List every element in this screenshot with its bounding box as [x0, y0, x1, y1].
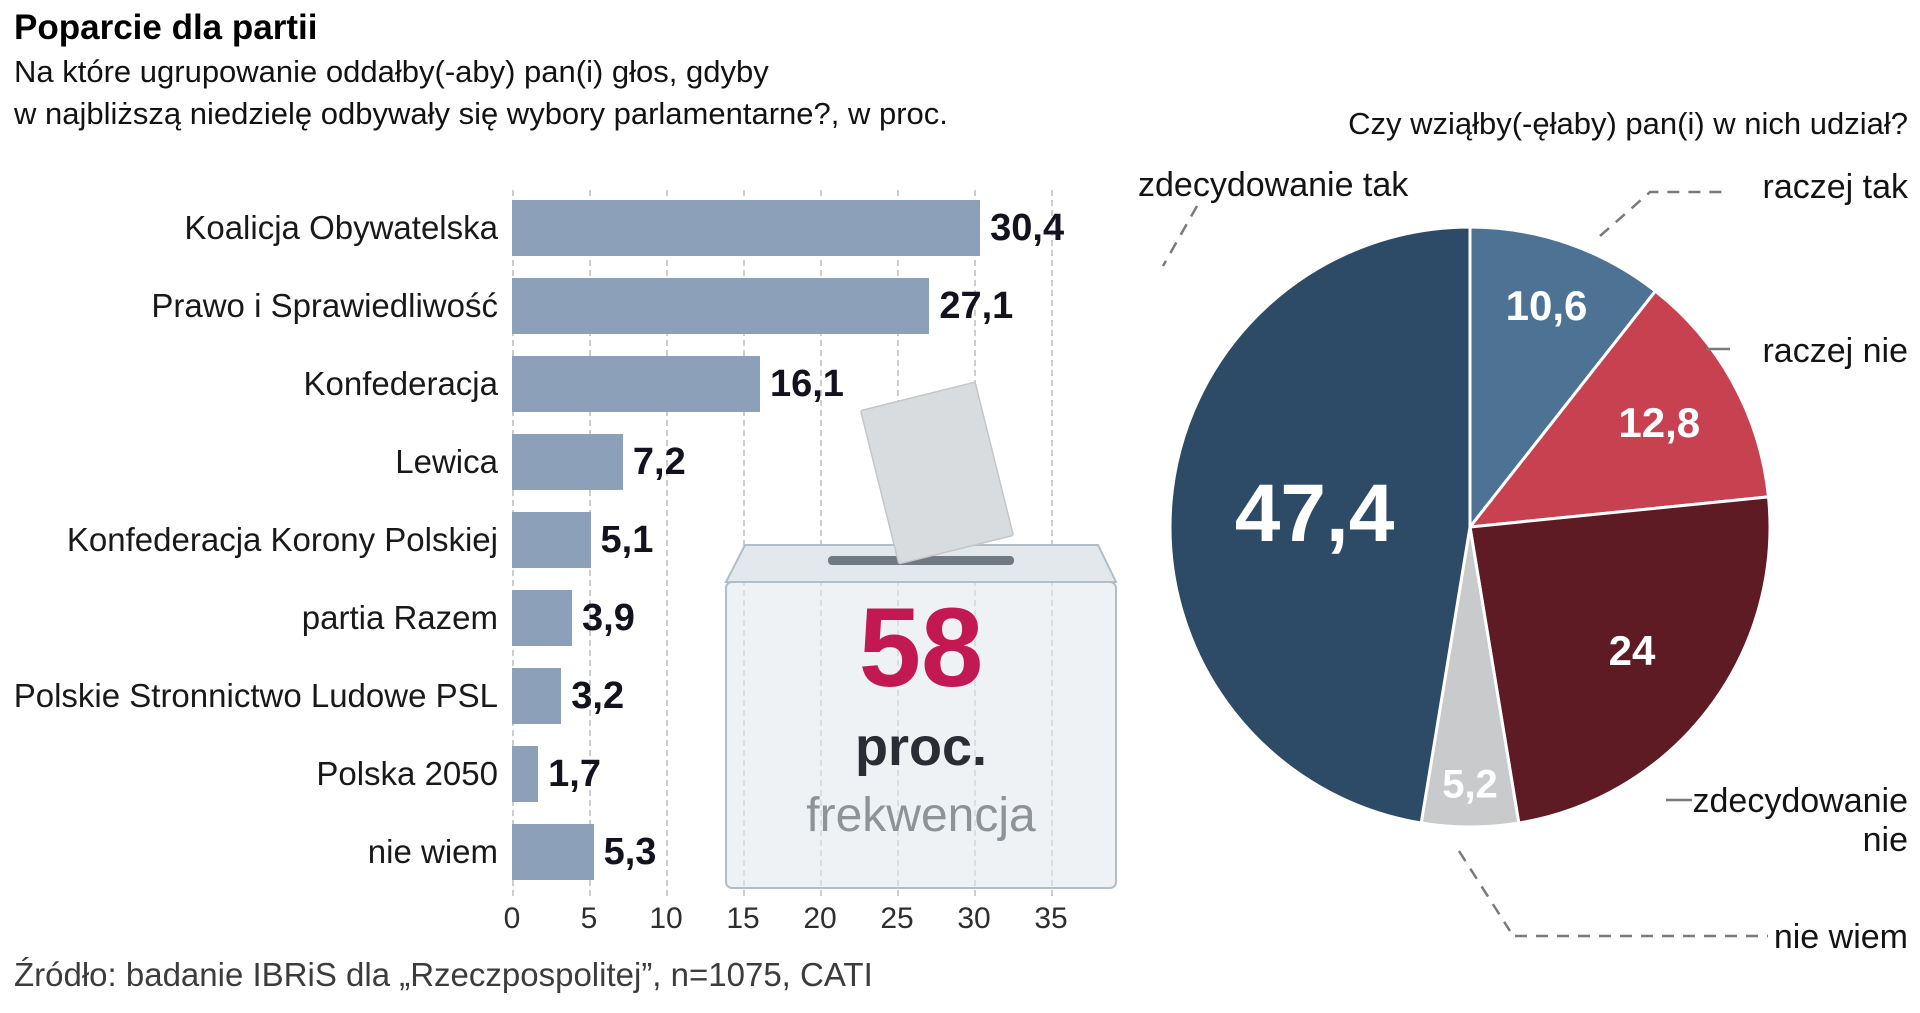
bar-7	[512, 746, 539, 802]
bar-8	[512, 824, 594, 880]
bar-value-label: 7,2	[632, 441, 686, 483]
bar-4	[512, 512, 591, 568]
bar-value-label: 30,4	[990, 207, 1065, 249]
bar-category-label: Lewica	[395, 443, 498, 480]
callout-zdecydowanie-tak: zdecydowanie tak	[1138, 166, 1409, 204]
callout-zdecydowanie-nie: zdecydowanie nie	[1693, 782, 1908, 860]
callout-zdecydowanie-nie-line2: nie	[1862, 821, 1908, 859]
bar-category-label: Prawo i Sprawiedliwość	[151, 287, 498, 324]
bar-category-label: Polskie Stronnictwo Ludowe PSL	[13, 677, 498, 714]
pie-value-label: 12,8	[1618, 398, 1701, 446]
ballot-paper	[860, 381, 1014, 565]
x-axis-tick: 10	[649, 902, 683, 935]
bar-value-label: 1,7	[548, 753, 601, 795]
x-axis-tick: 20	[803, 902, 837, 935]
x-axis-tick: 0	[503, 902, 521, 935]
bar-3	[512, 434, 623, 490]
callout-raczej-nie: raczej nie	[1762, 332, 1908, 370]
bar-category-label: partia Razem	[301, 599, 498, 636]
bar-5	[512, 590, 573, 646]
gridline-x-20	[820, 190, 822, 896]
pie-value-label: 24	[1608, 627, 1656, 675]
page-title: Poparcie dla partii	[14, 8, 318, 47]
callout-nie-wiem: nie wiem	[1773, 918, 1908, 956]
gridline-x-35	[1051, 190, 1053, 896]
x-axis-tick: 35	[1034, 902, 1068, 935]
bar-6	[512, 668, 562, 724]
x-axis-tick: 5	[580, 902, 598, 935]
gridline-x-15	[743, 190, 745, 896]
subtitle-line-1: Na które ugrupowanie oddałby(-aby) pan(i…	[14, 54, 769, 89]
source-note: Źródło: badanie IBRiS dla „Rzeczpospolit…	[14, 956, 873, 993]
pie-value-label: 10,6	[1505, 281, 1588, 329]
bar-value-label: 5,3	[603, 831, 657, 873]
pie-slice-raczej-tak	[1468, 225, 1657, 529]
bar-category-label: Koalicja Obywatelska	[184, 209, 498, 246]
callout-raczej-tak: raczej tak	[1762, 168, 1909, 206]
gridline-x-10	[666, 190, 668, 896]
x-axis-tick: 25	[880, 902, 914, 935]
turnout-unit: proc.	[854, 717, 988, 777]
bar-value-label: 27,1	[939, 285, 1014, 327]
pie-value-label: 5,2	[1442, 762, 1498, 807]
bar-1	[512, 278, 930, 334]
leader-line-nie-wiem-diagonal	[1457, 850, 1512, 932]
ballot-box-top-face	[724, 544, 1118, 583]
pie-value-label: 47,4	[1234, 468, 1395, 560]
turnout-value: 58	[858, 585, 984, 710]
bar-value-label: 16,1	[769, 363, 844, 405]
bar-value-label: 3,9	[582, 597, 635, 639]
ballot-box-slot	[828, 556, 1014, 565]
leader-line-zdecydowanie-tak	[1161, 205, 1199, 267]
bar-category-label: Konfederacja Korony Polskiej	[66, 521, 498, 558]
bar-category-label: nie wiem	[367, 833, 498, 870]
bar-category-label: Konfederacja	[303, 365, 498, 402]
bar-value-label: 3,2	[571, 675, 625, 717]
subtitle-line-2: w najbliższą niedzielę odbywały się wybo…	[14, 96, 948, 131]
x-axis-tick: 15	[726, 902, 760, 935]
turnout-caption: frekwencja	[806, 789, 1036, 842]
x-axis-tick: 30	[957, 902, 991, 935]
bar-0	[512, 200, 981, 256]
callout-zdecydowanie-nie-line1: zdecydowanie	[1692, 782, 1908, 820]
pie-chart-question: Czy wziąłby(-ęłaby) pan(i) w nich udział…	[1348, 106, 1908, 141]
leader-line-raczej-tak	[1599, 190, 1730, 237]
bar-category-label: Polska 2050	[316, 755, 498, 792]
bar-2	[512, 356, 760, 412]
bar-value-label: 5,1	[600, 519, 654, 561]
